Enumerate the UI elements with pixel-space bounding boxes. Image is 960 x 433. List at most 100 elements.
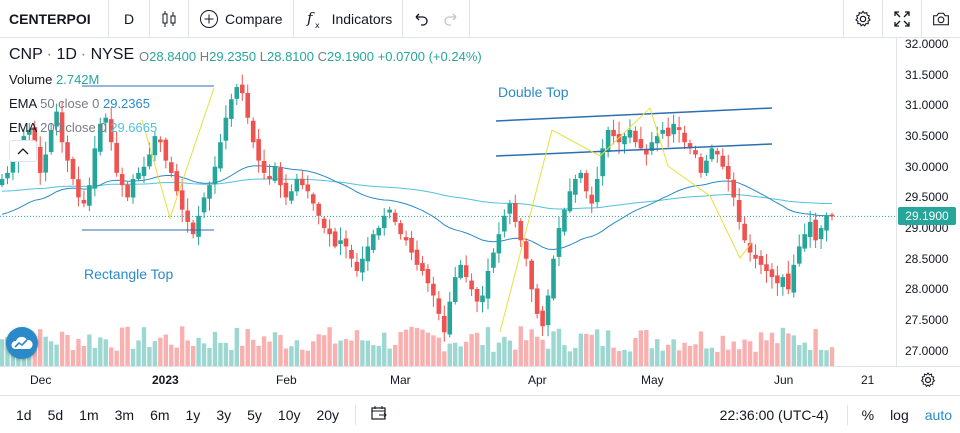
candle-body	[0, 179, 5, 186]
range-3y[interactable]: 3y	[216, 406, 232, 423]
volume-bar	[474, 332, 480, 366]
price-chart[interactable]	[0, 38, 896, 366]
plus-circle-icon	[200, 9, 218, 28]
candle-body	[54, 111, 59, 127]
time-label-feb: Feb	[276, 373, 297, 387]
price-axis-label: 29.5000	[905, 190, 949, 205]
rectangle-top-zigzag	[141, 87, 215, 220]
legend-ema200[interactable]: EMA 200 close 0 29.6665	[9, 120, 158, 135]
candle-body	[190, 222, 196, 235]
legend-collapse-button[interactable]	[9, 140, 37, 162]
volume-bar	[682, 342, 687, 366]
candle-body	[791, 264, 797, 293]
annotation-rectangle-top[interactable]: Rectangle Top	[84, 266, 174, 282]
candle-body	[627, 129, 633, 138]
log-scale-toggle[interactable]: log	[890, 406, 909, 423]
screenshot-button[interactable]	[921, 0, 960, 37]
volume-bar	[98, 337, 103, 366]
candle-body	[507, 203, 513, 214]
candle-body	[283, 182, 289, 198]
time-axis[interactable]	[0, 366, 960, 395]
candle-body	[769, 269, 775, 278]
volume-bar	[638, 330, 644, 366]
legend-change: +0.0700 (+0.24%)	[377, 49, 482, 64]
volume-bar	[207, 348, 212, 366]
volume-bar	[321, 335, 327, 366]
annotation-double-top[interactable]: Double Top	[498, 84, 569, 100]
volume-bar	[376, 345, 381, 366]
volume-bar	[780, 327, 786, 366]
range-1d[interactable]: 1d	[16, 406, 32, 423]
range-1y[interactable]: 1y	[185, 406, 201, 423]
candle-body	[43, 154, 48, 173]
range-5d[interactable]: 5d	[47, 406, 64, 423]
volume-bar	[693, 344, 698, 366]
volume-bar	[10, 348, 16, 366]
candle-body	[829, 214, 835, 217]
candle-body	[305, 184, 311, 192]
volume-bar	[76, 339, 81, 366]
settings-button[interactable]	[843, 0, 882, 37]
tradingview-logo[interactable]	[6, 327, 38, 359]
candle-body	[332, 231, 338, 247]
volume-bar	[256, 345, 261, 366]
candle-body	[452, 277, 458, 302]
legend-volume[interactable]: Volume 2.742M	[9, 72, 100, 87]
candle-body	[163, 139, 169, 161]
chart-pane[interactable]	[0, 38, 896, 366]
volume-bar	[594, 329, 600, 366]
volume-bar	[141, 327, 147, 366]
candle-body	[611, 129, 616, 137]
candle-body	[529, 260, 534, 290]
clock-timezone[interactable]: 22:36:00 (UTC-4)	[719, 406, 829, 423]
range-20y[interactable]: 20y	[316, 406, 340, 423]
volume-bar	[163, 334, 169, 366]
volume-bar	[769, 332, 775, 366]
legend-interval: 1D	[56, 46, 77, 63]
percent-scale-toggle[interactable]: %	[861, 406, 875, 423]
volume-bar	[65, 334, 70, 366]
candle-body	[747, 243, 753, 253]
symbol-search[interactable]: CENTERPOI	[0, 0, 109, 37]
candle-body	[261, 160, 267, 173]
candle-body	[97, 123, 103, 152]
candle-body	[245, 92, 251, 118]
redo-icon[interactable]	[443, 11, 459, 27]
legend-ohlc: O28.8400 H29.2350 L28.8100 C29.1900 +0.0…	[139, 49, 482, 64]
candle-body	[731, 179, 737, 198]
range-1m[interactable]: 1m	[79, 406, 99, 423]
volume-bar	[807, 349, 813, 366]
volume-bar	[524, 340, 529, 366]
volume-bar	[409, 326, 414, 366]
price-axis-label: 30.5000	[905, 129, 949, 144]
volume-bar	[190, 345, 196, 366]
range-3m[interactable]: 3m	[114, 406, 135, 423]
compare-button[interactable]: Compare	[189, 0, 294, 37]
undo-icon[interactable]	[413, 11, 429, 27]
range-6m[interactable]: 6m	[150, 406, 170, 423]
svg-text:x: x	[315, 21, 320, 30]
auto-scale-toggle[interactable]: auto	[924, 406, 952, 423]
legend-ema50[interactable]: EMA 50 close 0 29.2365	[9, 96, 150, 111]
volume-bar	[354, 330, 360, 366]
legend-ticker: CNP	[9, 46, 43, 63]
candle-body	[556, 228, 562, 257]
interval-selector[interactable]: D	[109, 0, 150, 37]
fullscreen-button[interactable]	[882, 0, 921, 37]
volume-bar	[114, 350, 119, 366]
candle-body	[59, 112, 65, 143]
range-5y[interactable]: 5y	[247, 406, 262, 423]
axis-settings-button[interactable]	[920, 372, 936, 393]
candle-body	[250, 120, 256, 143]
volume-bar	[332, 343, 338, 366]
candle-body	[824, 215, 829, 231]
range-10y[interactable]: 10y	[277, 406, 301, 423]
price-axis[interactable]	[896, 38, 960, 366]
goto-date-button[interactable]	[364, 404, 394, 425]
candle-body	[589, 194, 595, 204]
volume-bar	[387, 348, 392, 366]
candle-body	[147, 154, 152, 167]
chart-type-candles-icon[interactable]	[150, 0, 189, 37]
volume-bar	[234, 327, 240, 366]
